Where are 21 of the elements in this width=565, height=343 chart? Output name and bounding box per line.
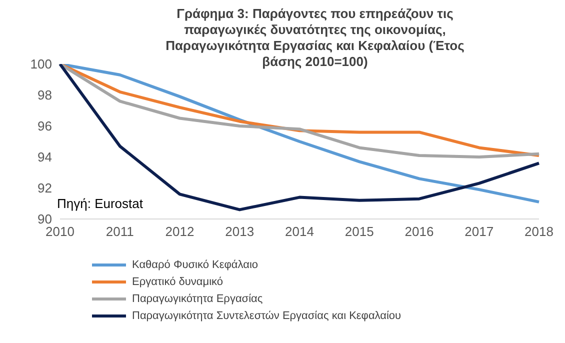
x-tick-label: 2010 bbox=[46, 224, 74, 240]
legend-label: Καθαρό Φυσικό Κεφάλαιο bbox=[132, 258, 258, 270]
x-tick-label: 2012 bbox=[165, 224, 194, 240]
x-tick-label: 2017 bbox=[464, 224, 494, 240]
chart-title: Γράφημα 3: Παράγοντες που επηρεάζουν τις παραγωγικές δυνατότητες της οικονομίας, Παραγωγικότητα Εργασίας και Κεφαλαίου (Έτος βάσης 2010=100) bbox=[164, 6, 466, 70]
x-tick-label: 2014 bbox=[285, 224, 314, 240]
legend-label: Παραγωγικότητα Εργασίας bbox=[132, 292, 263, 304]
x-tick-label: 2015 bbox=[344, 224, 374, 240]
x-tick-label: 2013 bbox=[225, 224, 254, 240]
y-tick-label: 98 bbox=[38, 88, 52, 103]
y-tick-label: 94 bbox=[38, 150, 52, 165]
x-tick-label: 2016 bbox=[404, 224, 434, 240]
x-tick-label: 2011 bbox=[106, 224, 134, 240]
y-tick-label: 92 bbox=[38, 180, 52, 196]
annotation: Πηγή: Eurostat bbox=[57, 196, 143, 211]
y-tick-label: 96 bbox=[38, 118, 52, 134]
legend-label: Εργατικό δυναμικό bbox=[132, 276, 224, 288]
x-tick-label: 2018 bbox=[524, 224, 554, 240]
legend-label: Παραγωγικότητα Συντελεστών Εργασίας και Κεφαλαίου bbox=[132, 310, 402, 322]
y-tick-label: 90 bbox=[38, 212, 52, 227]
y-tick-label: 100 bbox=[30, 56, 52, 72]
